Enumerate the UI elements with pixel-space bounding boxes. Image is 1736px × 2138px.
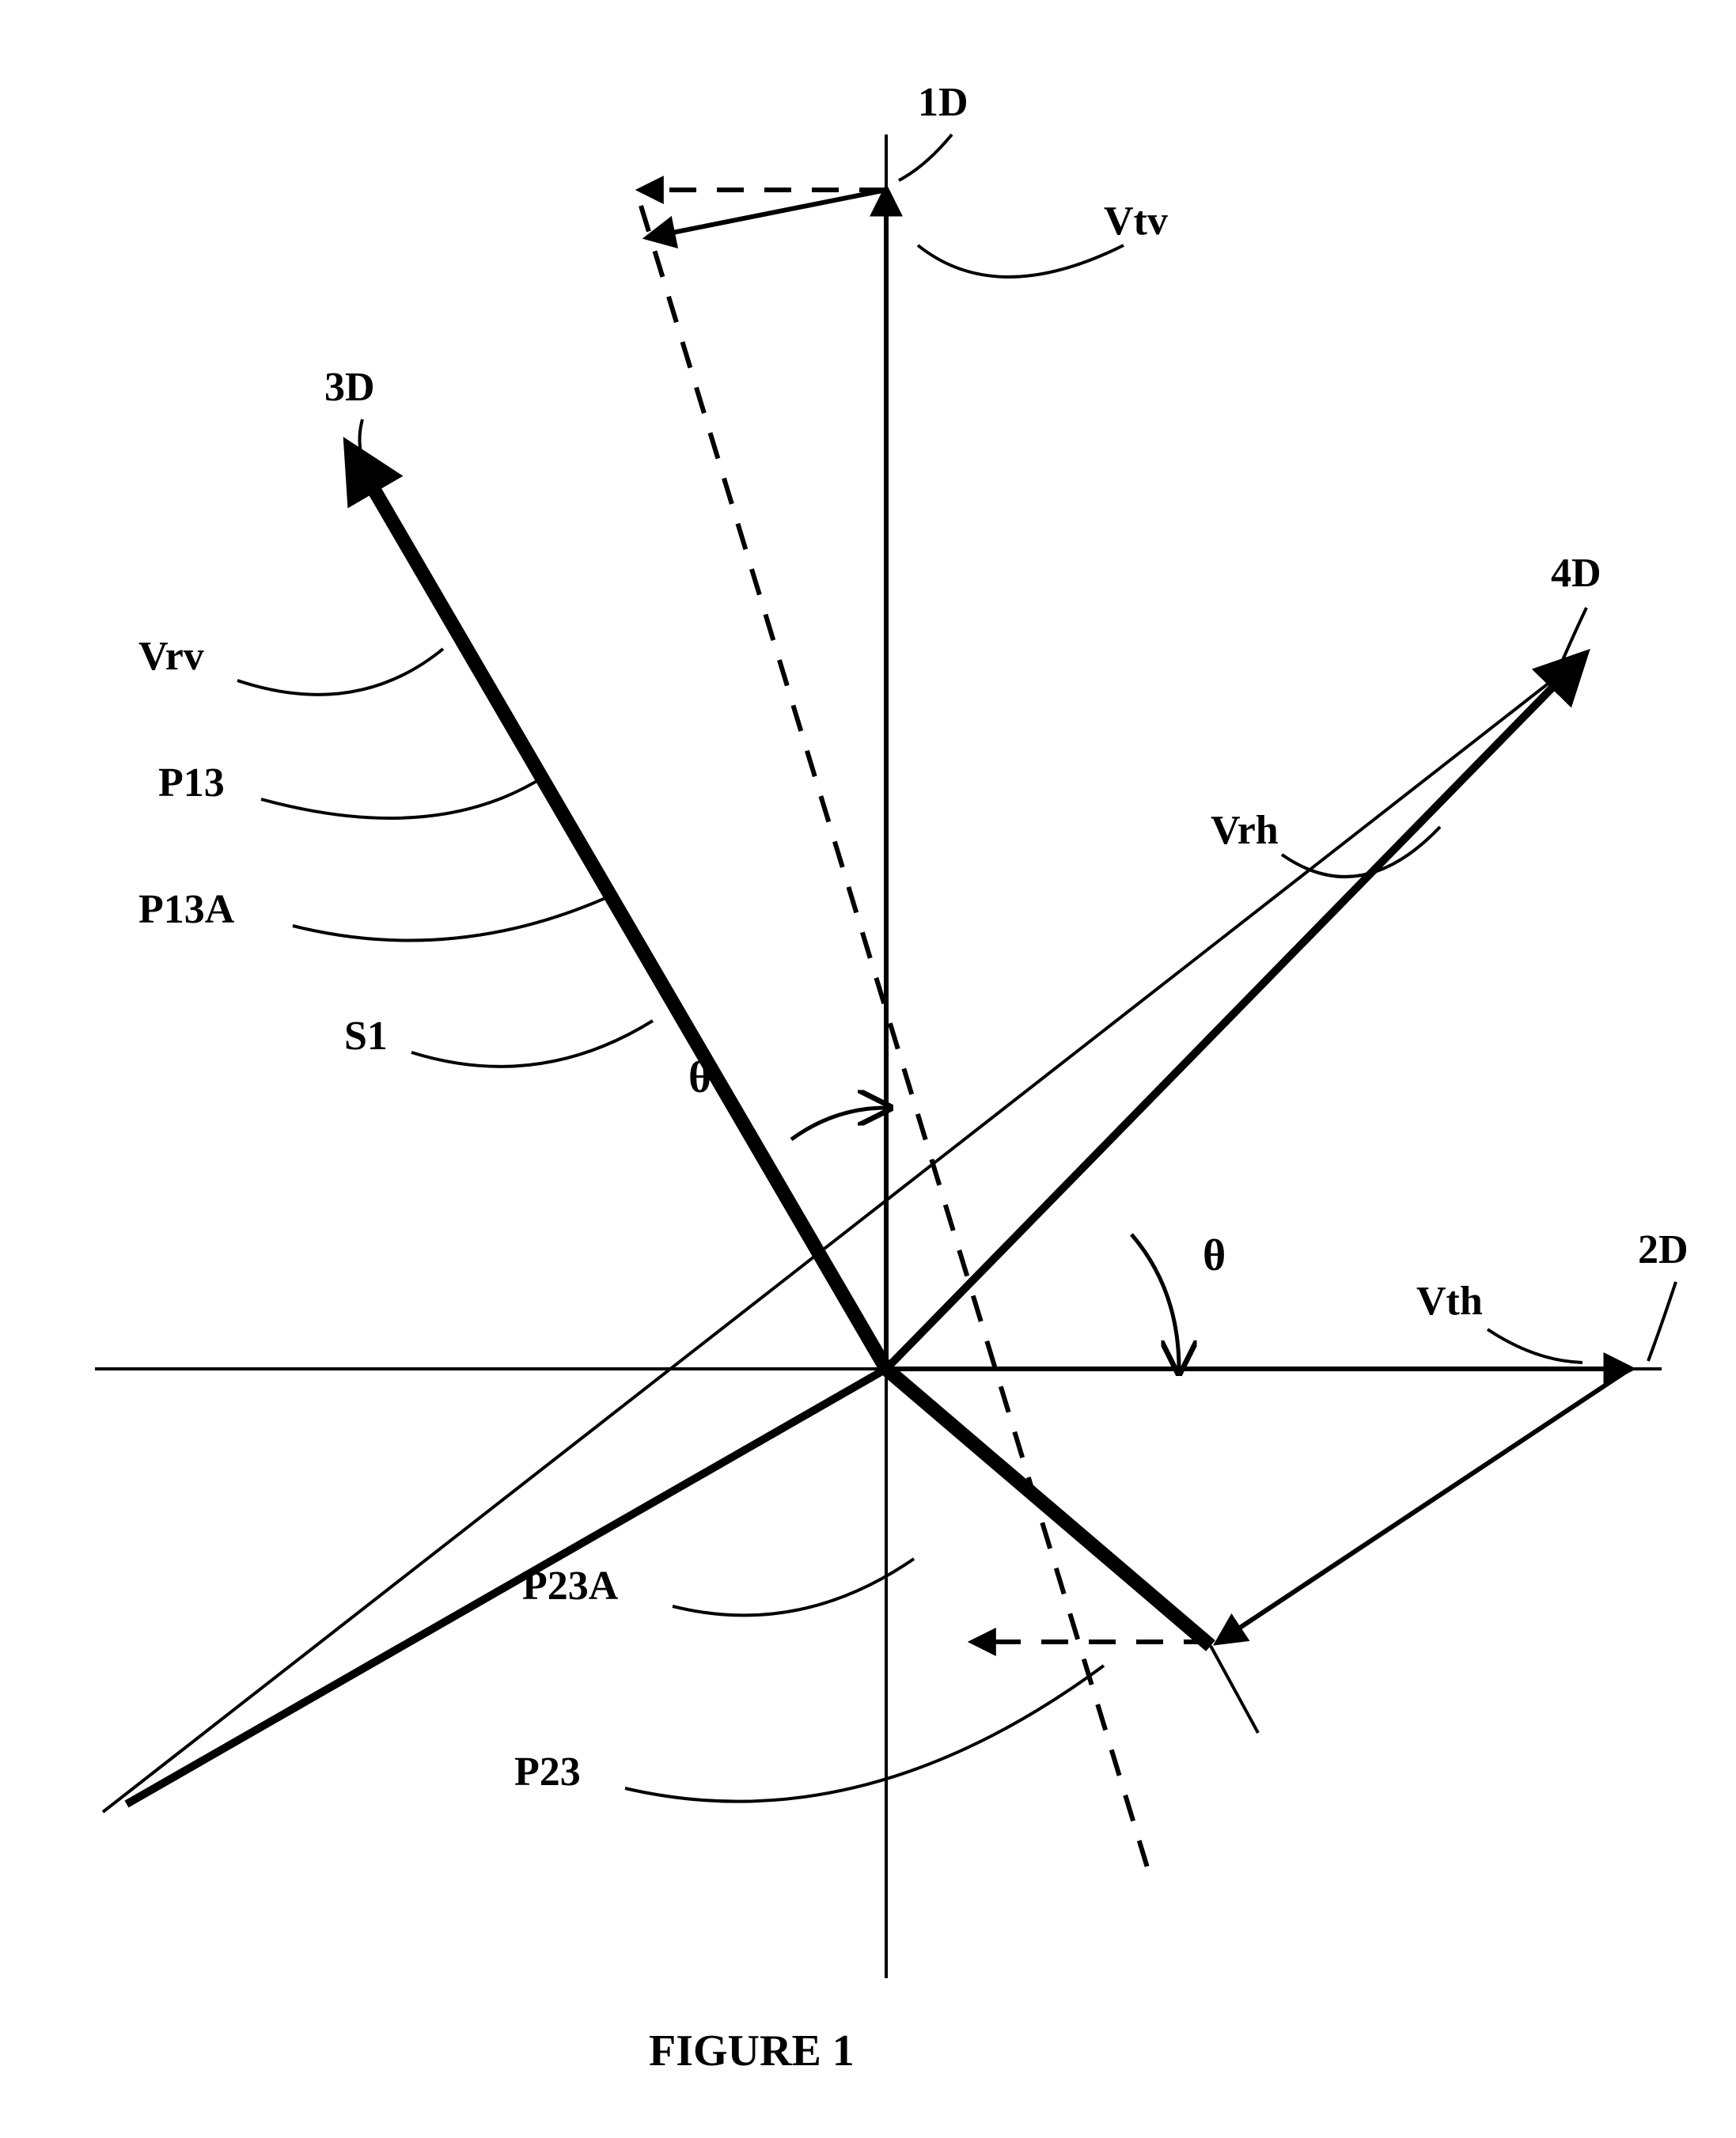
- leader-vrh: [1282, 827, 1440, 877]
- axis-4d-extension: [103, 657, 1582, 1812]
- label-p13a: P13A: [138, 886, 234, 933]
- label-theta-lower: θ: [1203, 1230, 1226, 1281]
- label-vrh: Vrh: [1211, 807, 1279, 854]
- label-2d: 2D: [1638, 1226, 1689, 1273]
- label-theta-upper: θ: [688, 1052, 711, 1103]
- projection-p13: [649, 190, 886, 237]
- leader-vtv: [918, 245, 1124, 277]
- label-3d: 3D: [324, 364, 375, 411]
- theta-arc-lower: [1131, 1234, 1179, 1369]
- dashed-axis-3d: [641, 206, 1147, 1867]
- label-1d: 1D: [918, 79, 968, 126]
- label-vth: Vth: [1416, 1278, 1483, 1325]
- label-vtv: Vtv: [1104, 198, 1168, 245]
- label-s1: S1: [344, 1013, 388, 1060]
- label-vrv: Vrv: [138, 633, 204, 680]
- projection-p23: [1219, 1369, 1630, 1642]
- label-p23: P23: [514, 1749, 581, 1795]
- figure-title: FIGURE 1: [649, 2026, 855, 2076]
- leader-p23: [625, 1666, 1104, 1802]
- vector-3d-lower-thick: [886, 1369, 1211, 1646]
- label-p23a: P23A: [522, 1563, 618, 1609]
- leader-2d: [1648, 1282, 1676, 1361]
- leader-p13: [261, 775, 546, 818]
- theta-arc-upper: [791, 1108, 886, 1139]
- leader-vth: [1488, 1329, 1582, 1363]
- diagram-container: 1D Vtv 3D 4D Vrv P13 Vrh P13A S1 θ 2D θ …: [0, 0, 1736, 2138]
- label-p13: P13: [158, 760, 225, 806]
- vector-vrv: [356, 459, 886, 1369]
- leader-s1: [411, 1021, 653, 1067]
- leader-vrv: [237, 649, 443, 695]
- axis-3d-thin-lower: [1211, 1646, 1258, 1733]
- vector-vrh-ext: [127, 1369, 886, 1804]
- leader-p23a: [673, 1559, 914, 1615]
- label-4d: 4D: [1551, 550, 1601, 597]
- vector-diagram: [0, 0, 1736, 2138]
- vector-vrh: [886, 657, 1582, 1369]
- leader-1d: [899, 135, 952, 180]
- leader-p13a: [293, 898, 605, 941]
